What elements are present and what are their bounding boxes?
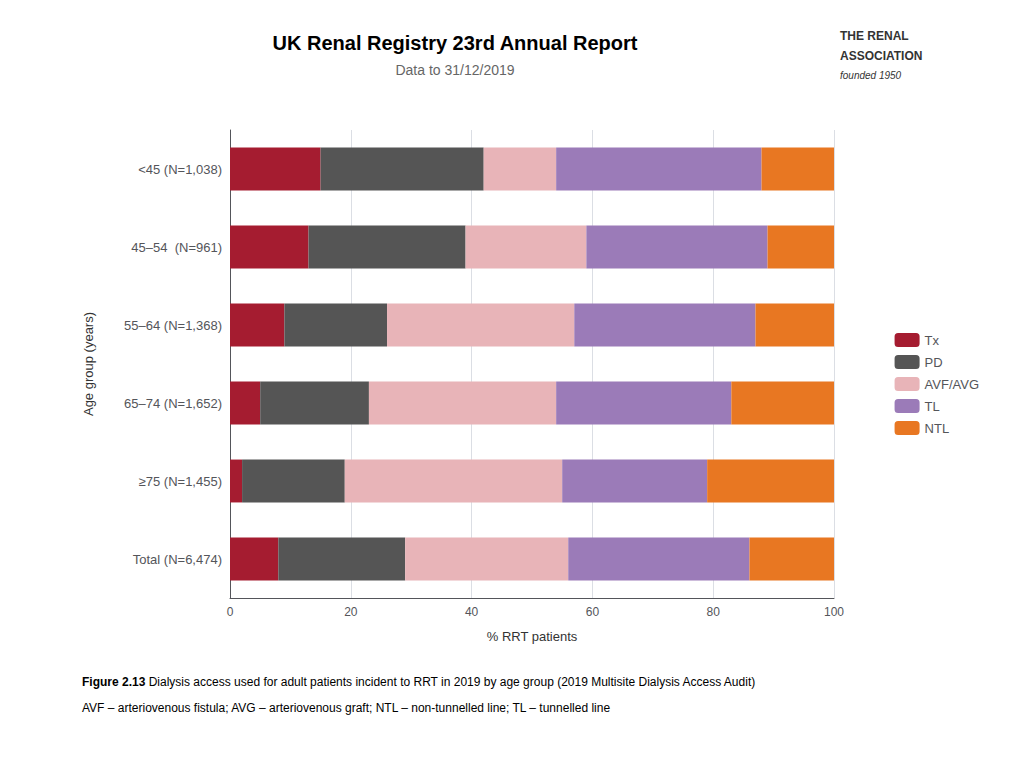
svg-text:60: 60	[586, 605, 600, 619]
svg-text:20: 20	[344, 605, 358, 619]
svg-text:45–54 (N=961): 45–54 (N=961)	[131, 240, 222, 255]
svg-text:TL: TL	[925, 399, 940, 414]
svg-text:100: 100	[824, 605, 844, 619]
svg-text:Figure 2.13: Figure 2.13	[82, 675, 146, 689]
svg-text:Dialysis access used for adult: Dialysis access used for adult patients …	[145, 675, 755, 689]
svg-text:THE RENAL: THE RENAL	[840, 29, 909, 43]
svg-text:Tx: Tx	[925, 333, 940, 348]
svg-text:40: 40	[465, 605, 479, 619]
svg-text:Data to 31/12/2019: Data to 31/12/2019	[395, 62, 514, 78]
svg-text:65–74 (N=1,652): 65–74 (N=1,652)	[124, 396, 222, 411]
svg-text:80: 80	[707, 605, 721, 619]
svg-text:UK Renal Registry 23rd Annual: UK Renal Registry 23rd Annual Report	[273, 32, 638, 54]
svg-text:% RRT patients: % RRT patients	[487, 629, 578, 644]
svg-text:<45 (N=1,038): <45 (N=1,038)	[138, 162, 222, 177]
svg-text:Total (N=6,474): Total (N=6,474)	[133, 552, 222, 567]
svg-text:NTL: NTL	[925, 421, 950, 436]
svg-text:PD: PD	[925, 355, 943, 370]
svg-text:founded 1950: founded 1950	[840, 70, 902, 81]
svg-text:AVF/AVG: AVF/AVG	[925, 377, 979, 392]
svg-text:0: 0	[227, 605, 234, 619]
svg-text:Age group (years): Age group (years)	[81, 312, 96, 416]
svg-text:55–64 (N=1,368): 55–64 (N=1,368)	[124, 318, 222, 333]
svg-text:≥75 (N=1,455): ≥75 (N=1,455)	[139, 474, 222, 489]
svg-text:AVF – arteriovenous fistula; A: AVF – arteriovenous fistula; AVG – arter…	[82, 701, 610, 715]
svg-text:ASSOCIATION: ASSOCIATION	[840, 49, 922, 63]
